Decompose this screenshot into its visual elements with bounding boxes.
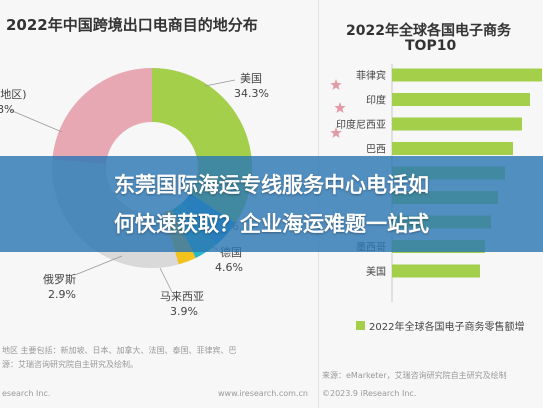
rank-star-icon-2	[330, 127, 342, 138]
headline-line-2: 何快速获取？企业海运难题一站式	[114, 212, 429, 236]
legend-swatch	[356, 321, 365, 330]
bar-8	[392, 264, 480, 278]
bar-3	[392, 142, 513, 155]
bar-category-label-0: 菲律宾	[356, 69, 386, 82]
headline-line-1: 东莞国际海运专线服务中心电话如	[114, 173, 429, 197]
pie-leader-line-4	[74, 255, 123, 276]
pie-copyright: esearch Inc.	[2, 389, 51, 398]
pie-footnote-2: 源：艾瑞咨询研究院自主研究及绘制。	[2, 360, 138, 369]
pie-leader-line-3	[159, 267, 173, 293]
pie-leader-line-1	[9, 109, 63, 133]
headline-banner[interactable]: 东莞国际海运专线服务中心电话如 何快速获取？企业海运难题一站式	[0, 156, 543, 252]
bar-category-label-8: 美国	[366, 265, 386, 278]
slice-label-region-name: (地区)	[0, 88, 27, 101]
bar-category-label-1: 印度	[366, 94, 386, 107]
slice-label-de-value: 4.6%	[215, 261, 243, 274]
slice-label-my-name: 马来西亚	[160, 290, 204, 303]
bar-category-label-3: 巴西	[366, 144, 386, 156]
bar-chart-title: 2022年全球各国电子商务	[346, 23, 511, 39]
bar-copyright: ©2023.9 iResearch Inc.	[322, 389, 417, 398]
slice-label-ru-name: 俄罗斯	[43, 273, 76, 286]
bar-1	[392, 93, 530, 106]
legend-label: 2022年全球各国电子商务零售额增	[369, 322, 525, 333]
pie-leader-line-0	[204, 79, 236, 87]
bar-2	[392, 117, 522, 131]
bar-chart-subtitle: TOP10	[405, 38, 457, 54]
bar-0	[392, 68, 542, 82]
pie-chart-title: 2022年中国跨境出口电商目的地分布	[6, 16, 258, 34]
pie-slice-region	[52, 68, 152, 164]
slice-label-ru-value: 2.9%	[48, 288, 76, 301]
slice-label-my-value: 3.9%	[170, 305, 198, 318]
bar-chart-legend: 2022年全球各国电子商务零售额增	[356, 318, 524, 333]
bar-category-label-2: 印度尼西亚	[336, 118, 386, 131]
slice-label-us-name: 美国	[240, 72, 262, 85]
rank-star-icon-0	[330, 79, 342, 90]
bar-footnote: 来源：eMarketer，艾瑞咨询研究院自主研究及绘制	[322, 371, 507, 380]
slice-label-us-value: 34.3%	[234, 87, 269, 100]
pie-site-url: www.iresearch.com.cn	[218, 389, 308, 398]
slice-label-region-value: 8%	[0, 103, 15, 116]
rank-star-icon-1	[334, 102, 346, 113]
pie-footnote-1: 地区 主要包括：新加坡、日本、加拿大、法国、泰国、菲律宾、巴	[2, 346, 237, 355]
